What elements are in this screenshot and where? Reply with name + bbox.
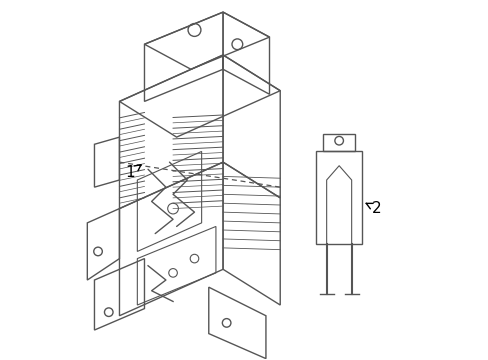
- Text: 2: 2: [366, 201, 381, 216]
- Text: 1: 1: [125, 165, 141, 180]
